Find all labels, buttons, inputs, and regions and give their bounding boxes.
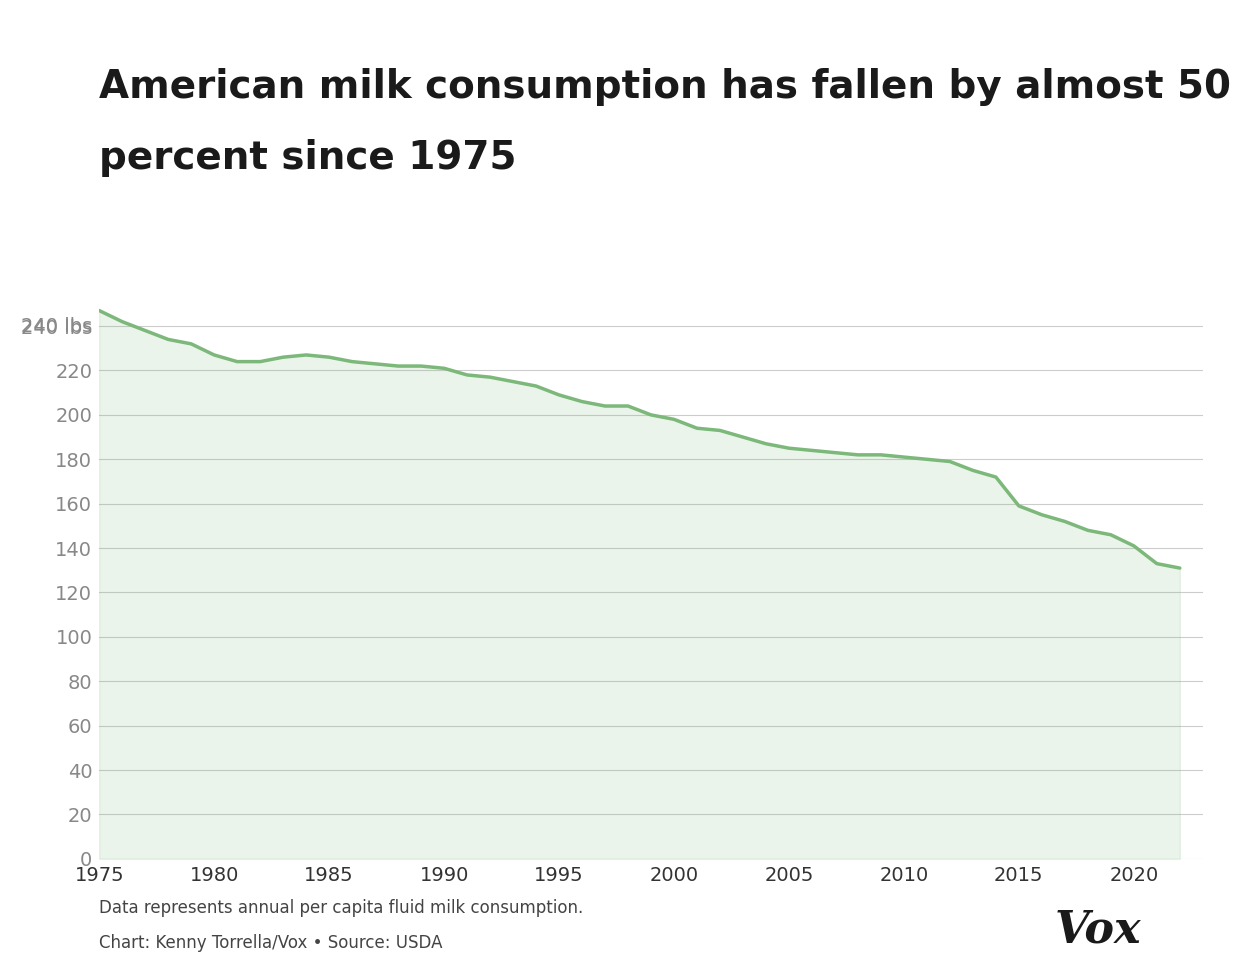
Text: Vox: Vox <box>1054 909 1141 952</box>
Text: American milk consumption has fallen by almost 50: American milk consumption has fallen by … <box>99 68 1231 106</box>
Text: Data represents annual per capita fluid milk consumption.: Data represents annual per capita fluid … <box>99 900 584 917</box>
Text: percent since 1975: percent since 1975 <box>99 139 517 177</box>
Text: Chart: Kenny Torrella/Vox • Source: USDA: Chart: Kenny Torrella/Vox • Source: USDA <box>99 934 443 952</box>
Text: 240 lbs: 240 lbs <box>21 316 92 336</box>
